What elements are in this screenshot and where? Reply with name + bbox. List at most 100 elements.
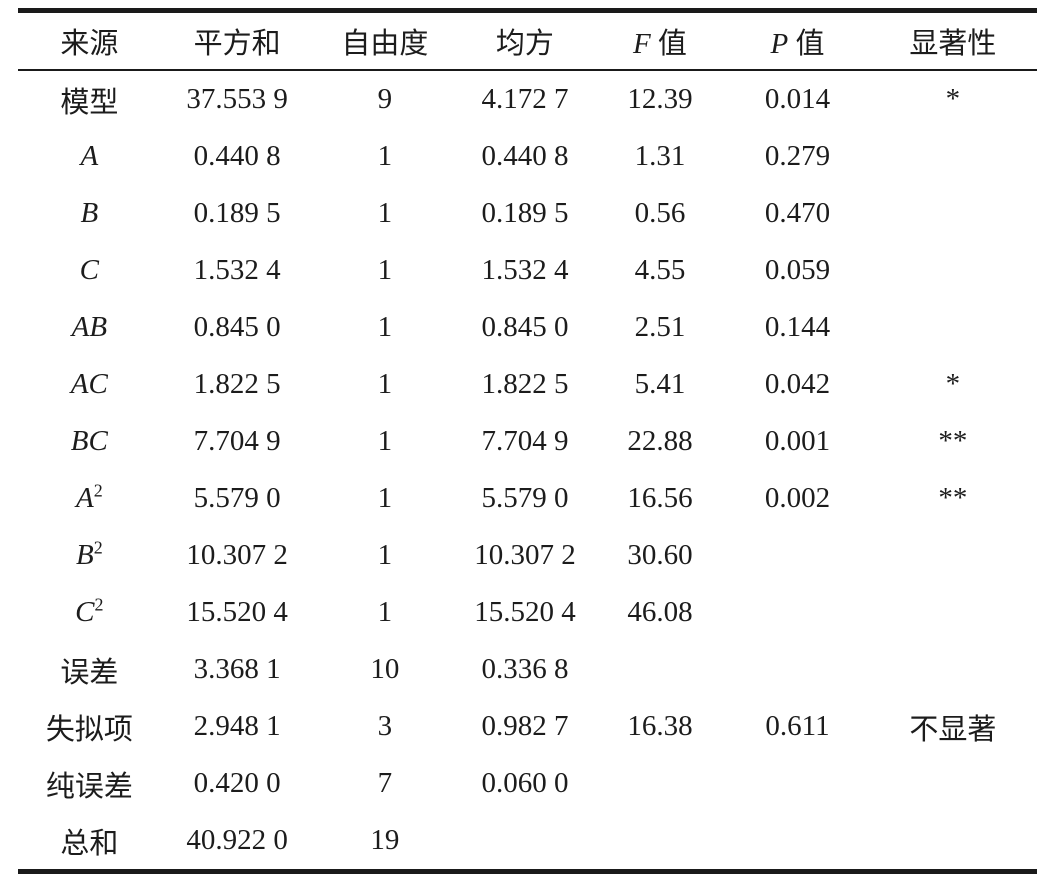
value-cell: 4.172 7 bbox=[481, 83, 569, 115]
column-header-4: 均方 bbox=[495, 28, 554, 60]
header-row: 来源 平方和 自由度 均方 F 值 P 值 显著性 bbox=[18, 11, 1037, 70]
source-cell: BC bbox=[70, 425, 108, 457]
value-cell: 2.51 bbox=[634, 311, 686, 343]
value-cell: 1.822 5 bbox=[193, 368, 281, 400]
value-cell: 1 bbox=[377, 425, 393, 457]
value-cell bbox=[726, 641, 869, 698]
value-cell: 16.56 bbox=[627, 482, 693, 514]
table-row: C2 15.520 4 1 15.520 4 46.08 bbox=[18, 584, 1037, 641]
value-cell: 0.440 8 bbox=[481, 140, 569, 172]
source-cell: A2 bbox=[75, 480, 103, 514]
value-cell bbox=[726, 527, 869, 584]
value-cell: 0.982 7 bbox=[481, 710, 569, 742]
value-cell: * bbox=[945, 83, 961, 115]
value-cell: 1 bbox=[377, 254, 393, 286]
value-cell: 37.553 9 bbox=[186, 83, 288, 115]
value-cell: 10.307 2 bbox=[474, 539, 576, 571]
value-cell: 7 bbox=[377, 767, 393, 799]
value-cell: 1 bbox=[377, 140, 393, 172]
value-cell: 3 bbox=[377, 710, 393, 742]
value-cell: 16.38 bbox=[627, 710, 693, 742]
value-cell: 15.520 4 bbox=[474, 596, 576, 628]
value-cell bbox=[869, 812, 1037, 872]
value-cell bbox=[869, 755, 1037, 812]
value-cell: 0.060 0 bbox=[481, 767, 569, 799]
value-cell bbox=[869, 185, 1037, 242]
table-row: 纯误差 0.420 0 7 0.060 0 bbox=[18, 755, 1037, 812]
value-cell: 1 bbox=[377, 596, 393, 628]
source-cell: C bbox=[79, 254, 99, 286]
value-cell: 3.368 1 bbox=[193, 653, 281, 685]
source-cell: A bbox=[80, 140, 99, 172]
value-cell: 0.420 0 bbox=[193, 767, 281, 799]
column-header-5: F 值 bbox=[632, 28, 687, 60]
source-cell: 总和 bbox=[60, 827, 119, 860]
value-cell: 0.336 8 bbox=[481, 653, 569, 685]
value-cell: 0.470 bbox=[764, 197, 831, 229]
column-header-7: 显著性 bbox=[909, 28, 997, 60]
table-body: 模型 37.553 9 9 4.172 7 12.39 0.014 * A 0.440 8 1 0.… bbox=[18, 70, 1037, 872]
value-cell: 5.579 0 bbox=[481, 482, 569, 514]
value-cell: * bbox=[945, 368, 961, 400]
column-header-2: 平方和 bbox=[193, 28, 281, 60]
table-row: 总和 40.922 0 19 bbox=[18, 812, 1037, 872]
value-cell: 0.56 bbox=[634, 197, 686, 229]
value-cell: 1.532 4 bbox=[193, 254, 281, 286]
value-cell: 2.948 1 bbox=[193, 710, 281, 742]
value-cell: 10.307 2 bbox=[186, 539, 288, 571]
value-cell: 1.31 bbox=[634, 140, 686, 172]
value-cell: 1.532 4 bbox=[481, 254, 569, 286]
value-cell: 1 bbox=[377, 197, 393, 229]
value-cell bbox=[869, 641, 1037, 698]
table-row: B2 10.307 2 1 10.307 2 30.60 bbox=[18, 527, 1037, 584]
source-cell: C2 bbox=[75, 594, 104, 628]
table-row: AC 1.822 5 1 1.822 5 5.41 0.042 * bbox=[18, 356, 1037, 413]
source-cell: AC bbox=[70, 368, 108, 400]
value-cell: 1.822 5 bbox=[481, 368, 569, 400]
value-cell: 不显著 bbox=[909, 713, 997, 746]
column-header-1: 来源 bbox=[60, 28, 119, 60]
source-cell: 纯误差 bbox=[45, 770, 133, 803]
table-row: A 0.440 8 1 0.440 8 1.31 0.279 bbox=[18, 128, 1037, 185]
value-cell: ** bbox=[938, 482, 968, 514]
table-row: B 0.189 5 1 0.189 5 0.56 0.470 bbox=[18, 185, 1037, 242]
value-cell: 1 bbox=[377, 311, 393, 343]
table-header: 来源 平方和 自由度 均方 F 值 P 值 显著性 bbox=[18, 11, 1037, 70]
value-cell: 7.704 9 bbox=[193, 425, 281, 457]
value-cell: 0.440 8 bbox=[193, 140, 281, 172]
value-cell bbox=[594, 755, 726, 812]
value-cell bbox=[594, 812, 726, 872]
value-cell: 1 bbox=[377, 539, 393, 571]
value-cell: 12.39 bbox=[627, 83, 693, 115]
value-cell: 19 bbox=[370, 824, 400, 856]
column-header-3: 自由度 bbox=[341, 28, 429, 60]
value-cell: 9 bbox=[377, 83, 393, 115]
value-cell: 46.08 bbox=[627, 596, 693, 628]
table-row: 模型 37.553 9 9 4.172 7 12.39 0.014 * bbox=[18, 70, 1037, 128]
table-row: 误差 3.368 1 10 0.336 8 bbox=[18, 641, 1037, 698]
value-cell: 1 bbox=[377, 368, 393, 400]
value-cell: 22.88 bbox=[627, 425, 693, 457]
value-cell bbox=[726, 755, 869, 812]
table-row: BC 7.704 9 1 7.704 9 22.88 0.001 ** bbox=[18, 413, 1037, 470]
source-cell: 失拟项 bbox=[45, 713, 133, 746]
source-cell: B bbox=[80, 197, 99, 229]
value-cell bbox=[869, 128, 1037, 185]
value-cell bbox=[869, 584, 1037, 641]
value-cell bbox=[594, 641, 726, 698]
value-cell bbox=[869, 299, 1037, 356]
value-cell bbox=[456, 812, 594, 872]
value-cell: 0.059 bbox=[764, 254, 831, 286]
value-cell: 7.704 9 bbox=[481, 425, 569, 457]
source-cell: 模型 bbox=[60, 86, 119, 119]
value-cell: 0.189 5 bbox=[481, 197, 569, 229]
value-cell: 1 bbox=[377, 482, 393, 514]
source-cell: AB bbox=[71, 311, 108, 343]
value-cell bbox=[869, 527, 1037, 584]
value-cell bbox=[726, 812, 869, 872]
value-cell: 0.144 bbox=[764, 311, 831, 343]
table-row: AB 0.845 0 1 0.845 0 2.51 0.144 bbox=[18, 299, 1037, 356]
value-cell: 0.042 bbox=[764, 368, 831, 400]
